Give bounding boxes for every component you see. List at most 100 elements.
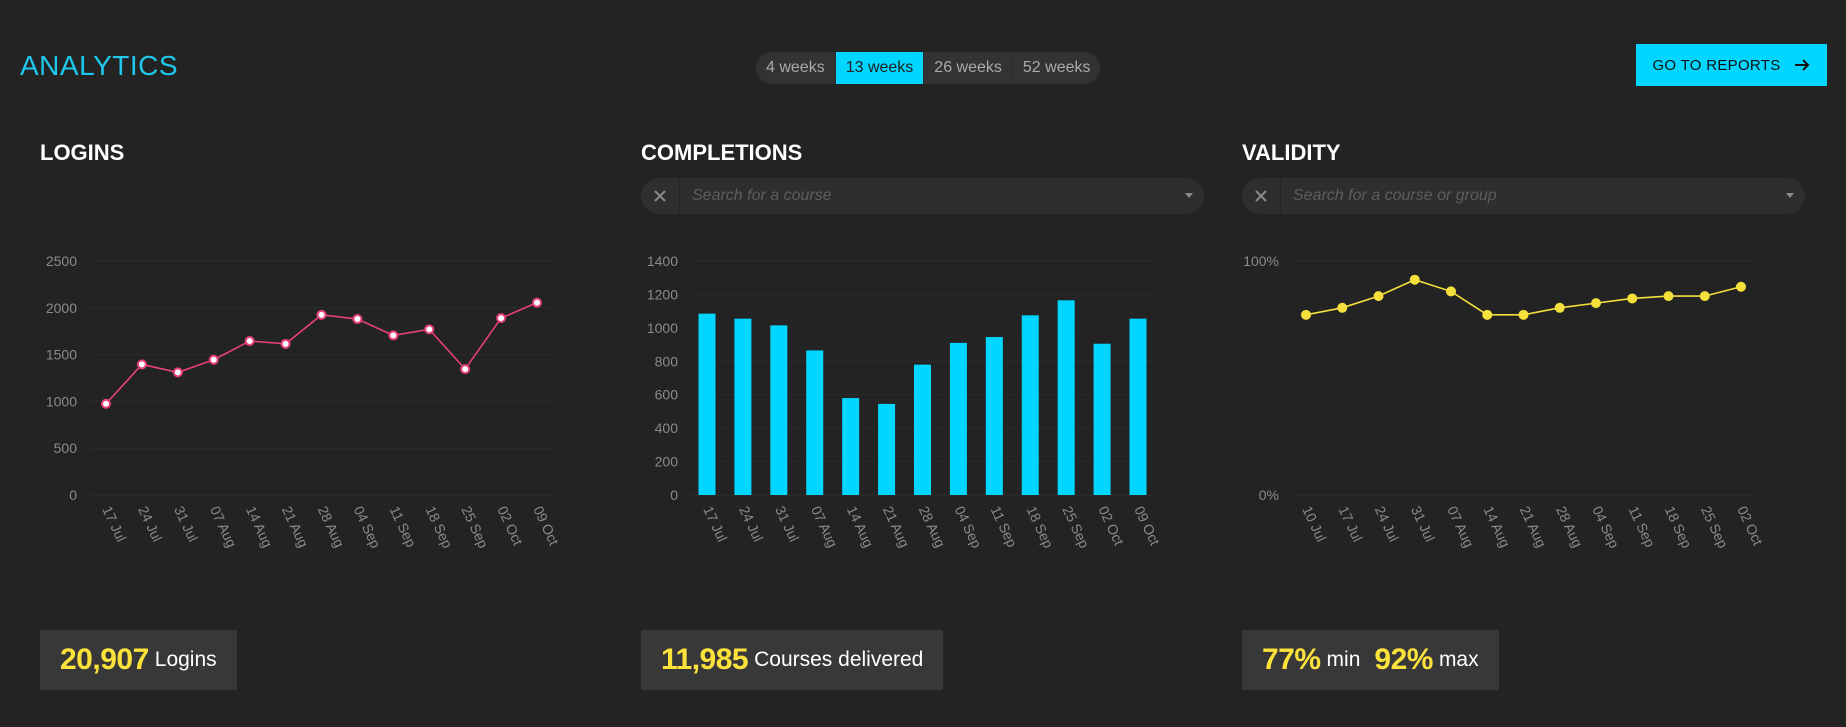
x-tick-label: 31 Jul — [1408, 504, 1438, 545]
x-tick-label: 14 Aug — [243, 504, 276, 550]
y-tick-label: 1400 — [647, 253, 678, 269]
data-point — [1337, 302, 1348, 313]
range-tab-13-weeks[interactable]: 13 weeks — [835, 52, 925, 84]
completions-search-input[interactable]: Search for a course — [692, 187, 832, 204]
data-point — [101, 398, 111, 409]
x-tick-label: 28 Aug — [916, 504, 949, 550]
validity-search[interactable]: Search for a course or group — [1242, 178, 1805, 214]
data-point — [1699, 291, 1710, 302]
chevron-down-icon[interactable] — [1174, 193, 1204, 199]
completions-stat-value: 11,985 — [661, 643, 749, 676]
x-tick-label: 11 Sep — [387, 504, 420, 550]
y-tick-label: 100% — [1243, 253, 1279, 269]
data-point — [1301, 309, 1311, 320]
x-tick-label: 17 Jul — [1336, 504, 1366, 545]
go-to-reports-button[interactable]: GO TO REPORTS — [1636, 44, 1827, 86]
x-tick-label: 18 Sep — [1024, 504, 1057, 551]
bar — [914, 364, 931, 495]
bar — [698, 313, 716, 495]
completions-stat: 11,985 Courses delivered — [641, 630, 944, 690]
bar — [1057, 300, 1075, 495]
page-title: ANALYTICS — [20, 50, 179, 81]
x-tick-label: 11 Sep — [1626, 504, 1659, 550]
range-tab-26-weeks[interactable]: 26 weeks — [924, 52, 1013, 84]
completions-search[interactable]: Search for a course — [641, 178, 1204, 214]
completions-title: COMPLETIONS — [641, 140, 803, 165]
x-tick-label: 21 Aug — [1517, 504, 1550, 550]
x-tick-label: 21 Aug — [880, 504, 913, 550]
y-tick-label: 2500 — [46, 253, 77, 269]
y-tick-label: 200 — [655, 454, 679, 470]
bar — [842, 398, 860, 495]
range-tabs: 4 weeks 13 weeks 26 weeks 52 weeks — [756, 52, 1101, 84]
logins-chart: 0 500 1000 1500 2000 2500 17 Jul 24 Jul 31 Jul 07… — [46, 253, 562, 551]
x-tick-label: 09 Oct — [530, 504, 562, 548]
logins-stat-label: Logins — [154, 648, 217, 671]
x-tick-label: 24 Jul — [135, 504, 165, 545]
data-point — [136, 359, 147, 370]
data-point — [316, 309, 327, 320]
x-tick-label: 07 Aug — [1444, 504, 1477, 550]
chevron-down-icon[interactable] — [1775, 193, 1805, 199]
x-tick-label: 24 Jul — [736, 504, 766, 545]
clear-icon[interactable] — [1242, 178, 1281, 214]
y-tick-label: 1200 — [647, 286, 678, 302]
x-tick-label: 09 Oct — [1131, 504, 1163, 548]
y-tick-label: 0 — [69, 487, 77, 503]
validity-panel: VALIDITY Search for a course or group 0%… — [1242, 0, 1808, 727]
clear-icon[interactable] — [641, 178, 680, 214]
range-tab-4-weeks[interactable]: 4 weeks — [756, 52, 836, 84]
data-point — [424, 324, 435, 335]
x-tick-label: 02 Oct — [494, 504, 526, 548]
y-tick-label: 400 — [655, 420, 679, 436]
data-point — [1409, 274, 1420, 285]
x-tick-label: 04 Sep — [1589, 504, 1622, 551]
x-tick-label: 07 Aug — [808, 504, 841, 550]
bar — [985, 337, 1003, 495]
validity-stat-max-value: 92% — [1374, 643, 1433, 676]
data-point — [1554, 302, 1565, 313]
logins-panel: LOGINS 0 500 1000 1500 2000 2500 17 Jul 24 Jul 3… — [40, 0, 606, 727]
y-tick-label: 1500 — [46, 347, 77, 363]
x-tick-label: 28 Aug — [315, 504, 348, 550]
data-point — [1373, 291, 1384, 302]
data-point — [244, 336, 255, 347]
x-tick-label: 02 Oct — [1095, 504, 1127, 548]
validity-stat-min-label: min — [1326, 648, 1361, 671]
data-point — [172, 367, 183, 378]
bar — [1021, 315, 1039, 495]
data-point — [460, 364, 471, 375]
y-tick-label: 1000 — [647, 320, 678, 336]
series-line — [1305, 278, 1742, 316]
x-tick-label: 28 Aug — [1553, 504, 1586, 550]
completions-chart: 0 200 400 600 800 1000 1200 1400 17 Jul 24 Jul 31 … — [647, 253, 1163, 551]
validity-search-input[interactable]: Search for a course or group — [1293, 187, 1497, 204]
data-point — [1663, 291, 1674, 302]
x-tick-label: 18 Sep — [423, 504, 456, 551]
bar — [770, 325, 788, 495]
x-tick-label: 24 Jul — [1372, 504, 1402, 545]
validity-title: VALIDITY — [1242, 140, 1341, 165]
data-point — [1591, 298, 1601, 309]
x-tick-label: 21 Aug — [279, 504, 312, 550]
bar — [878, 403, 896, 495]
bar — [734, 318, 752, 495]
data-point — [532, 297, 542, 308]
x-tick-label: 25 Sep — [1698, 504, 1731, 551]
data-point — [1446, 286, 1456, 297]
x-tick-label: 25 Sep — [1059, 504, 1092, 551]
x-tick-label: 07 Aug — [207, 504, 240, 550]
x-tick-label: 10 Jul — [1299, 504, 1329, 545]
x-tick-label: 17 Jul — [99, 504, 129, 545]
data-point — [1736, 281, 1746, 292]
x-tick-label: 25 Sep — [458, 504, 491, 551]
data-point — [208, 354, 219, 365]
logins-stat: 20,907 Logins — [40, 630, 237, 690]
y-tick-label: 0% — [1259, 487, 1279, 503]
bar — [949, 342, 967, 495]
data-point — [388, 330, 399, 341]
x-tick-label: 17 Jul — [700, 504, 730, 545]
x-tick-label: 14 Aug — [844, 504, 877, 550]
range-tab-52-weeks[interactable]: 52 weeks — [1022, 59, 1091, 76]
logins-title: LOGINS — [40, 140, 125, 165]
